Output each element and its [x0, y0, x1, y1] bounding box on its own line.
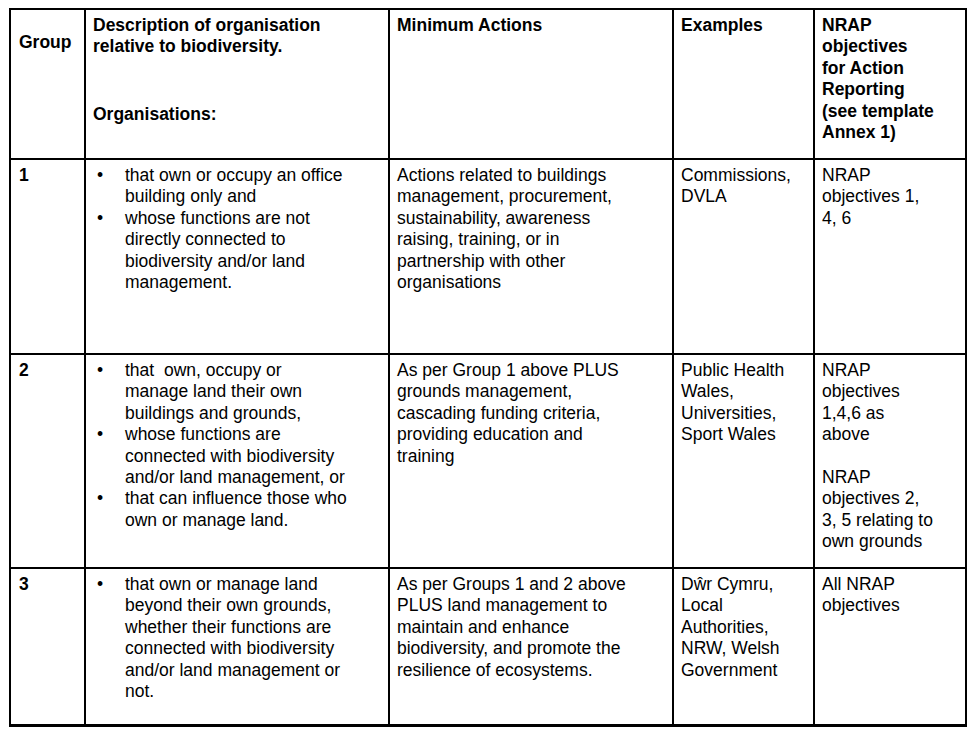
group-number-cell: 1 — [10, 159, 85, 354]
header-group: Group — [10, 9, 85, 159]
bullet-text: that own or manage land beyond their own… — [125, 574, 384, 702]
description-cell: • that own, occupy or manage land their … — [85, 354, 389, 568]
description-bullet-list: • that own or manage land beyond their o… — [86, 574, 384, 702]
bullet-text: whose functions are connected with biodi… — [125, 424, 384, 488]
table-row: 2 • that own, occupy or manage land thei… — [10, 354, 966, 568]
bullet-item: • whose functions are connected with bio… — [97, 424, 384, 488]
document-page: Group Description of organisation relati… — [0, 0, 973, 735]
group-number: 2 — [19, 360, 29, 380]
header-row: Group Description of organisation relati… — [10, 9, 966, 159]
bullet-dot-icon: • — [97, 165, 125, 208]
bullet-text: that can influence those who own or mana… — [125, 488, 384, 531]
header-description: Description of organisation relative to … — [85, 9, 389, 159]
header-examples: Examples — [673, 9, 814, 159]
bullet-item: • that own, occupy or manage land their … — [97, 360, 384, 424]
group-number: 3 — [19, 574, 29, 594]
examples-cell: Commissions, DVLA — [673, 159, 814, 354]
group-number: 1 — [19, 165, 29, 185]
header-nrap-objectives: NRAP objectives for Action Reporting (se… — [814, 9, 966, 159]
bullet-dot-icon: • — [97, 208, 125, 294]
biodiversity-groups-table: Group Description of organisation relati… — [9, 8, 967, 727]
minimum-actions-cell: As per Group 1 above PLUS grounds manage… — [389, 354, 673, 568]
table-row: 1 • that own or occupy an office buildin… — [10, 159, 966, 354]
group-number-cell: 3 — [10, 568, 85, 725]
description-cell: • that own or manage land beyond their o… — [85, 568, 389, 725]
examples-cell: Dŵr Cymru, Local Authorities, NRW, Welsh… — [673, 568, 814, 725]
nrap-objectives-cell: All NRAP objectives — [814, 568, 966, 725]
header-group-label: Group — [19, 32, 72, 52]
bullet-dot-icon: • — [97, 424, 125, 488]
description-bullet-list: • that own or occupy an office building … — [86, 165, 384, 293]
minimum-actions-cell: Actions related to buildings management,… — [389, 159, 673, 354]
header-minimum-actions: Minimum Actions — [389, 9, 673, 159]
bullet-item: • that own or occupy an office building … — [97, 165, 384, 208]
bullet-dot-icon: • — [97, 360, 125, 424]
bullet-item: • that can influence those who own or ma… — [97, 488, 384, 531]
bullet-text: whose functions are not directly connect… — [125, 208, 384, 294]
examples-cell: Public Health Wales, Universities, Sport… — [673, 354, 814, 568]
header-description-subtitle: Organisations: — [93, 104, 381, 125]
bullet-dot-icon: • — [97, 488, 125, 531]
bullet-item: • whose functions are not directly conne… — [97, 208, 384, 294]
bullet-dot-icon: • — [97, 574, 125, 702]
nrap-objectives-cell: NRAP objectives 1,4,6 as above NRAP obje… — [814, 354, 966, 568]
bullet-text: that own, occupy or manage land their ow… — [125, 360, 384, 424]
table-row: 3 • that own or manage land beyond their… — [10, 568, 966, 725]
group-number-cell: 2 — [10, 354, 85, 568]
header-description-title: Description of organisation relative to … — [93, 15, 381, 58]
nrap-objectives-cell: NRAP objectives 1, 4, 6 — [814, 159, 966, 354]
description-cell: • that own or occupy an office building … — [85, 159, 389, 354]
minimum-actions-cell: As per Groups 1 and 2 above PLUS land ma… — [389, 568, 673, 725]
bullet-text: that own or occupy an office building on… — [125, 165, 384, 208]
bullet-item: • that own or manage land beyond their o… — [97, 574, 384, 702]
description-bullet-list: • that own, occupy or manage land their … — [86, 360, 384, 531]
